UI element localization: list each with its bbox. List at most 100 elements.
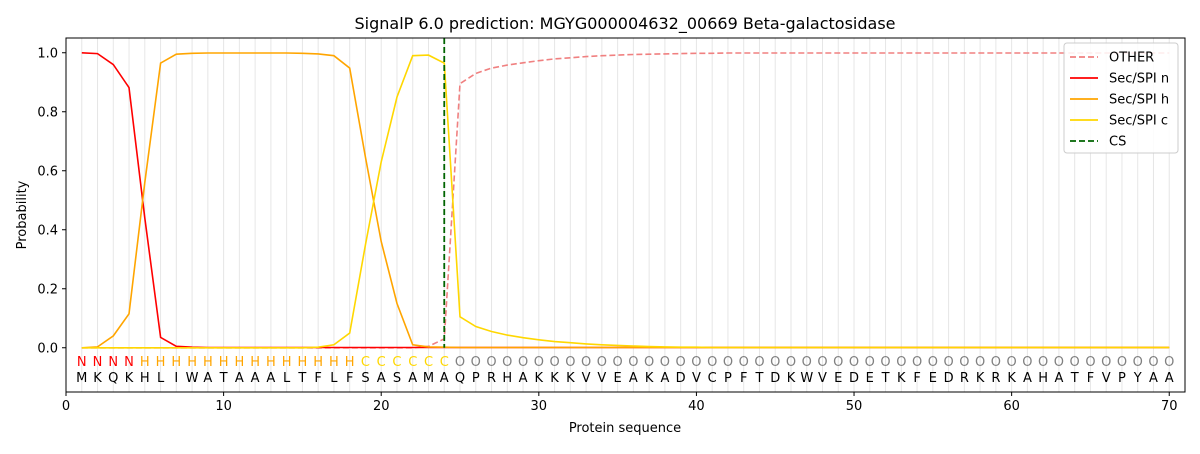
- legend-label-other: OTHER: [1109, 51, 1154, 66]
- y-tick-label-0.8: 0.8: [37, 105, 58, 120]
- residue-label-10: T: [219, 371, 228, 386]
- region-label-50: O: [849, 355, 859, 370]
- region-label-25: O: [455, 355, 465, 370]
- region-label-70: O: [1164, 355, 1174, 370]
- region-label-39: O: [676, 355, 686, 370]
- region-label-11: H: [234, 355, 244, 370]
- residue-label-61: A: [1023, 371, 1032, 386]
- region-label-37: O: [644, 355, 654, 370]
- residue-label-37: K: [645, 371, 654, 386]
- residue-label-70: A: [1165, 371, 1174, 386]
- x-tick-label-50: 50: [846, 399, 863, 414]
- residue-label-68: Y: [1133, 371, 1142, 386]
- region-label-67: O: [1117, 355, 1127, 370]
- x-tick-label-20: 20: [373, 399, 390, 414]
- residue-label-67: P: [1118, 371, 1126, 386]
- residue-label-69: A: [1149, 371, 1158, 386]
- region-label-9: H: [203, 355, 213, 370]
- legend-box: [1063, 42, 1179, 154]
- residue-label-25: Q: [455, 371, 465, 386]
- y-tick-label-1: 1.0: [37, 46, 58, 61]
- residue-label-6: L: [157, 371, 165, 386]
- residue-label-9: A: [203, 371, 212, 386]
- residue-label-29: A: [519, 371, 528, 386]
- residue-label-2: K: [93, 371, 102, 386]
- residue-label-23: M: [423, 371, 434, 386]
- residue-label-49: E: [834, 371, 842, 386]
- y-tick-label-0.6: 0.6: [37, 164, 58, 179]
- region-label-12: H: [250, 355, 260, 370]
- region-label-4: N: [124, 355, 134, 370]
- region-label-32: O: [565, 355, 575, 370]
- residue-label-18: F: [346, 371, 353, 386]
- residue-label-54: F: [913, 371, 920, 386]
- region-label-15: H: [298, 355, 308, 370]
- region-label-63: O: [1054, 355, 1064, 370]
- legend-label-sec-spi-h: Sec/SPI h: [1109, 93, 1169, 108]
- region-label-27: O: [486, 355, 496, 370]
- residue-label-22: A: [408, 371, 417, 386]
- region-label-60: O: [1007, 355, 1017, 370]
- region-label-33: O: [581, 355, 591, 370]
- region-label-43: O: [739, 355, 749, 370]
- residue-label-56: D: [944, 371, 954, 386]
- region-label-53: O: [896, 355, 906, 370]
- y-tick-label-0.4: 0.4: [37, 223, 58, 238]
- residue-label-3: Q: [108, 371, 118, 386]
- region-label-23: C: [424, 355, 433, 370]
- region-label-58: O: [975, 355, 985, 370]
- residue-label-19: S: [361, 371, 369, 386]
- residue-label-62: H: [1038, 371, 1048, 386]
- region-label-26: O: [471, 355, 481, 370]
- region-label-62: O: [1038, 355, 1048, 370]
- region-label-45: O: [770, 355, 780, 370]
- residue-label-1: M: [76, 371, 87, 386]
- region-label-13: H: [266, 355, 276, 370]
- residue-label-42: P: [724, 371, 732, 386]
- residue-label-31: K: [550, 371, 559, 386]
- residue-label-65: F: [1087, 371, 1094, 386]
- region-label-42: O: [723, 355, 733, 370]
- region-label-36: O: [628, 355, 638, 370]
- residue-label-40: V: [692, 371, 701, 386]
- region-label-31: O: [549, 355, 559, 370]
- x-axis-label: Protein sequence: [569, 421, 681, 436]
- legend-label-cs: CS: [1109, 135, 1126, 150]
- region-label-10: H: [219, 355, 229, 370]
- region-label-54: O: [912, 355, 922, 370]
- residue-label-8: W: [186, 371, 199, 386]
- residue-label-51: E: [866, 371, 874, 386]
- region-label-29: O: [518, 355, 528, 370]
- region-label-40: O: [691, 355, 701, 370]
- residue-label-14: L: [283, 371, 291, 386]
- x-tick-label-30: 30: [531, 399, 548, 414]
- residue-label-20: A: [377, 371, 386, 386]
- residue-label-16: F: [314, 371, 321, 386]
- region-label-69: O: [1148, 355, 1158, 370]
- region-label-55: O: [928, 355, 938, 370]
- residue-label-21: S: [393, 371, 401, 386]
- region-label-22: C: [408, 355, 417, 370]
- residue-label-24: A: [440, 371, 449, 386]
- legend: OTHER Sec/SPI n Sec/SPI h Sec/SPI c CS: [1063, 42, 1179, 154]
- region-label-52: O: [880, 355, 890, 370]
- residue-label-35: E: [614, 371, 622, 386]
- residue-label-27: R: [487, 371, 496, 386]
- y-tick-label-0: 0.0: [37, 341, 58, 356]
- residue-label-26: P: [472, 371, 480, 386]
- region-label-49: O: [833, 355, 843, 370]
- region-label-6: H: [156, 355, 166, 370]
- region-label-64: O: [1070, 355, 1080, 370]
- region-label-56: O: [943, 355, 953, 370]
- residue-label-53: K: [897, 371, 906, 386]
- residue-label-44: T: [754, 371, 763, 386]
- residue-label-52: T: [881, 371, 890, 386]
- legend-label-sec-spi-n: Sec/SPI n: [1109, 72, 1169, 87]
- region-label-38: O: [660, 355, 670, 370]
- region-label-3: N: [108, 355, 118, 370]
- region-label-61: O: [1022, 355, 1032, 370]
- residue-label-13: A: [266, 371, 275, 386]
- region-label-46: O: [786, 355, 796, 370]
